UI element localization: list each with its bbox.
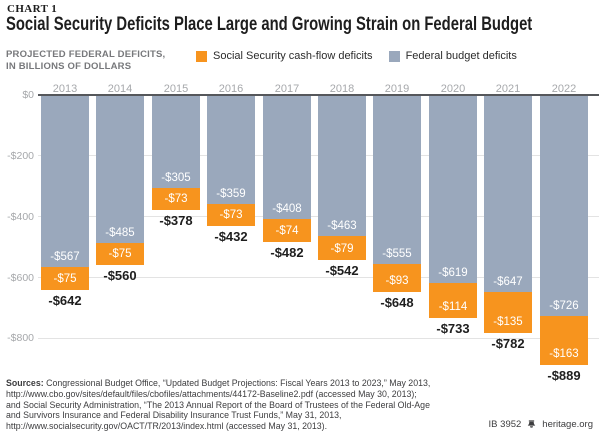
bar-federal-deficit: [373, 95, 421, 264]
bar-social-security-deficit: [540, 315, 588, 366]
bar-federal-deficit: [207, 95, 255, 205]
federal-deficit-value-label: -$408: [272, 203, 302, 216]
bar-social-security-deficit: [152, 187, 200, 210]
x-axis-year-label: 2019: [384, 83, 410, 95]
bar-federal-deficit: [429, 95, 477, 284]
federal-deficit-value-label: -$726: [549, 299, 579, 312]
total-deficit-label: -$782: [491, 335, 525, 351]
federal-deficit-value-label: -$463: [327, 219, 357, 232]
total-deficit-label: -$648: [380, 295, 414, 311]
social-security-value-label: -$93: [385, 275, 409, 288]
liberty-bell-icon: [528, 419, 536, 428]
bar-social-security-deficit: [41, 267, 89, 291]
legend-label: Social Security cash-flow deficits: [213, 50, 373, 62]
bar-federal-deficit: [484, 95, 532, 292]
bar-social-security-deficit: [207, 204, 255, 227]
federal-deficit-value-label: -$359: [216, 188, 246, 201]
federal-deficit-value-label: -$647: [493, 275, 523, 288]
federal-deficit-value-label: -$567: [50, 251, 80, 264]
sources-text: Congressional Budget Office, “Updated Bu…: [46, 378, 431, 388]
sources-line: http://www.cbo.gov/sites/default/files/c…: [6, 388, 417, 399]
social-security-value-label: -$79: [330, 242, 354, 255]
chart-kicker: CHART 1: [7, 3, 58, 15]
total-deficit-label: -$542: [325, 262, 359, 278]
legend-item-social-security: Social Security cash-flow deficits: [196, 50, 373, 62]
x-axis-year-label: 2017: [274, 83, 300, 95]
bar-social-security-deficit: [484, 291, 532, 333]
gridline: [38, 277, 599, 279]
total-deficit-label: -$889: [547, 368, 581, 384]
report-id: IB 3952: [488, 419, 522, 430]
sources-label: Sources:: [6, 378, 44, 388]
bar-social-security-deficit: [318, 235, 366, 260]
x-axis-year-label: 2020: [440, 83, 466, 95]
social-security-value-label: -$75: [108, 248, 132, 261]
site-label: heritage.org: [542, 419, 593, 430]
x-axis-year-label: 2016: [218, 83, 244, 95]
social-security-value-label: -$163: [549, 348, 579, 361]
legend-swatch-orange-icon: [196, 50, 207, 62]
chart-title: Social Security Deficits Place Large and…: [6, 14, 533, 35]
y-axis-title-line2: IN BILLIONS OF DOLLARS: [6, 60, 132, 72]
bar-social-security-deficit: [429, 283, 477, 318]
total-deficit-label: -$482: [270, 244, 304, 260]
total-deficit-label: -$733: [436, 320, 470, 336]
x-axis-year-label: 2015: [163, 83, 189, 95]
sources-line: http://www.socialsecurity.gov/OACT/TR/20…: [6, 421, 328, 432]
y-axis-tick-label: $0: [22, 89, 34, 101]
bar-federal-deficit: [41, 95, 89, 268]
legend: Social Security cash-flow deficits Feder…: [196, 50, 517, 62]
social-security-value-label: -$75: [53, 273, 77, 286]
sources-line: and Social Security Administration, “The…: [6, 399, 430, 410]
total-deficit-label: -$432: [214, 229, 248, 245]
y-axis-title-line1: PROJECTED FEDERAL DEFICITS,: [6, 49, 166, 60]
federal-deficit-value-label: -$555: [382, 247, 412, 260]
federal-deficit-value-label: -$305: [161, 171, 191, 184]
bar-social-security-deficit: [263, 219, 311, 242]
social-security-value-label: -$114: [438, 300, 468, 313]
social-security-value-label: -$73: [219, 209, 243, 222]
sources-note: Sources: Congressional Budget Office, “U…: [6, 378, 430, 432]
y-axis-tick-label: -$800: [7, 332, 34, 345]
sources-line: Sources: Congressional Budget Office, “U…: [6, 378, 430, 389]
total-deficit-label: -$378: [159, 212, 193, 228]
federal-deficit-value-label: -$485: [105, 226, 135, 239]
bar-federal-deficit: [263, 95, 311, 220]
bar-social-security-deficit: [373, 263, 421, 293]
zero-axis-line: [38, 93, 599, 96]
federal-deficit-value-label: -$619: [438, 267, 468, 280]
bar-federal-deficit: [540, 95, 588, 316]
y-axis-tick-label: -$200: [7, 149, 34, 162]
total-deficit-label: -$560: [103, 268, 137, 284]
y-axis-tick-label: -$400: [7, 210, 34, 223]
legend-label: Federal budget deficits: [405, 50, 517, 62]
bar-federal-deficit: [318, 95, 366, 236]
x-axis-year-label: 2021: [495, 83, 521, 95]
bar-federal-deficit: [96, 95, 144, 243]
x-axis-year-label: 2022: [551, 83, 577, 95]
social-security-value-label: -$74: [275, 224, 299, 237]
bar-social-security-deficit: [96, 242, 144, 266]
x-axis-year-label: 2014: [107, 83, 133, 95]
x-axis-year-label: 2013: [52, 83, 78, 95]
social-security-value-label: -$73: [164, 192, 188, 205]
x-axis-year-label: 2018: [329, 83, 355, 95]
sources-line: and Survivors Insurance and Federal Disa…: [6, 410, 342, 421]
footer: IB 3952 heritage.org: [489, 419, 593, 430]
y-axis-title: PROJECTED FEDERAL DEFICITS, IN BILLIONS …: [6, 49, 165, 72]
legend-swatch-gray-icon: [388, 50, 400, 62]
social-security-value-label: -$135: [493, 315, 523, 328]
legend-item-federal-budget: Federal budget deficits: [388, 50, 517, 62]
y-axis-tick-label: -$600: [7, 271, 34, 284]
bar-federal-deficit: [152, 95, 200, 188]
total-deficit-label: -$642: [48, 293, 82, 309]
gridline: [38, 337, 599, 339]
